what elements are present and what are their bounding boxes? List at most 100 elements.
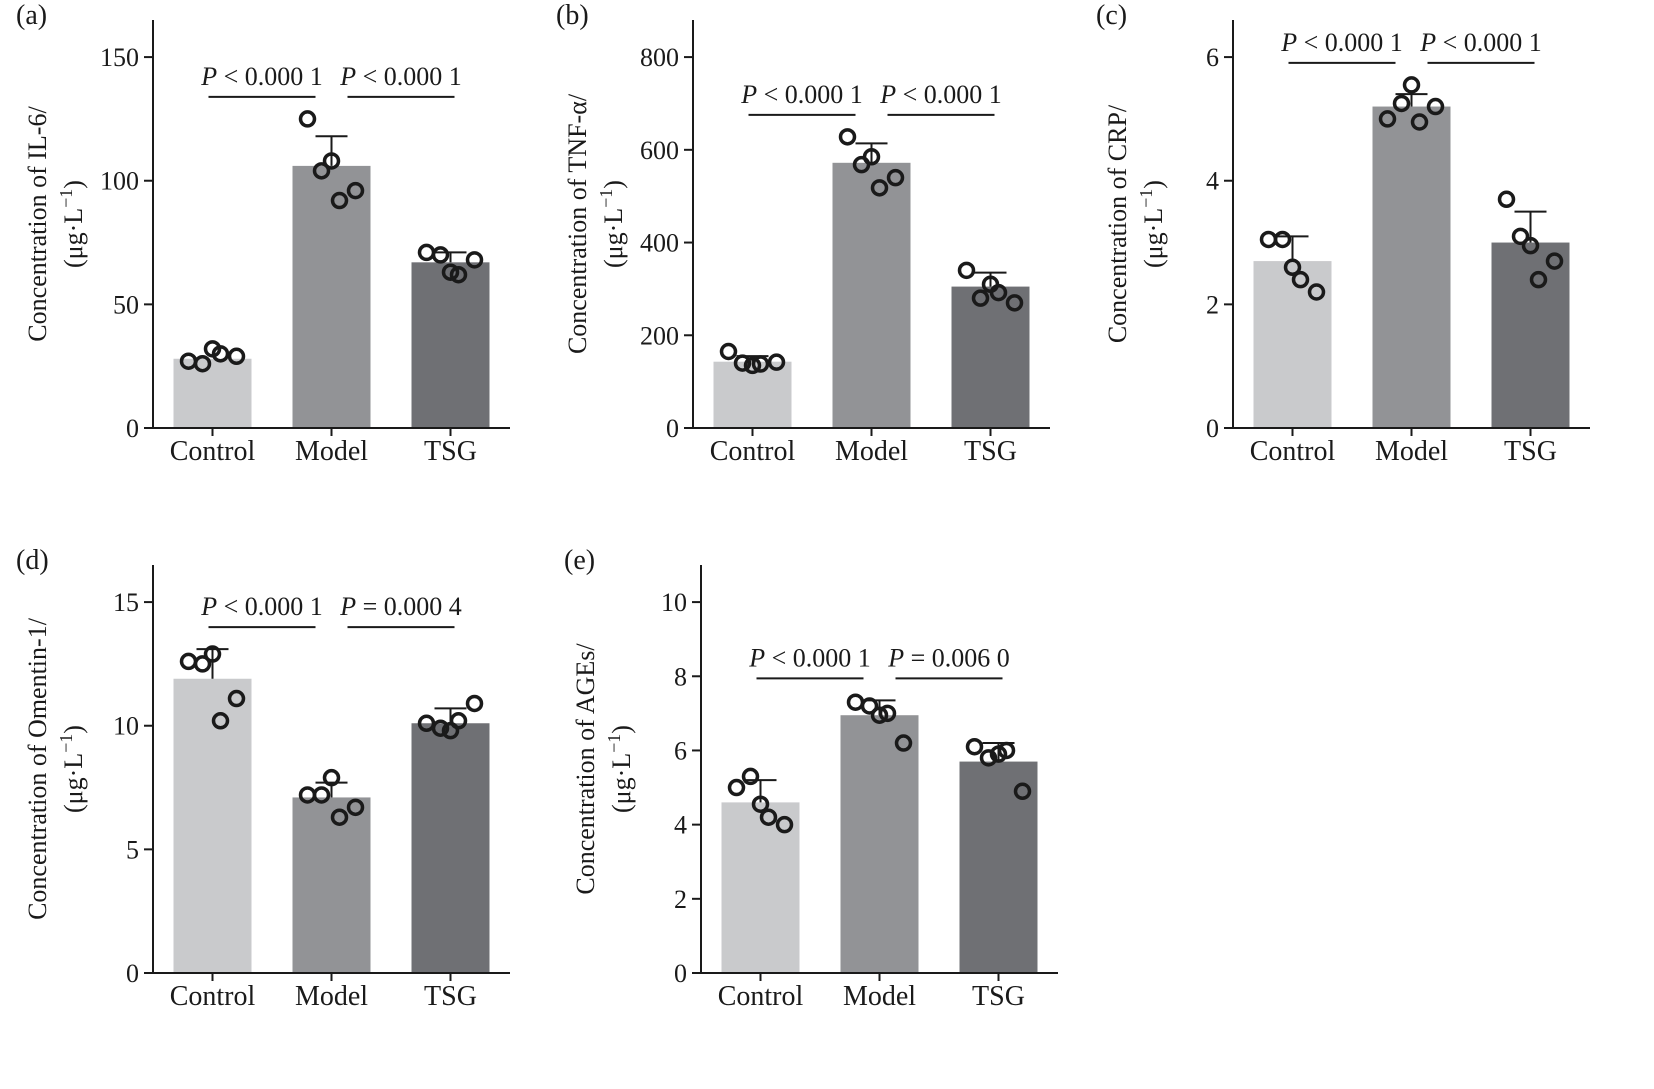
data-point <box>465 251 484 269</box>
bar-model <box>292 797 371 973</box>
data-point <box>751 355 770 373</box>
data-point <box>767 353 786 371</box>
y-tick-label: 50 <box>113 290 139 319</box>
y-axis-unit: (μg·L−1) <box>56 725 88 813</box>
data-point <box>312 786 331 804</box>
data-point <box>179 652 198 671</box>
data-point <box>860 697 879 715</box>
significance-label: P < 0.000 1 <box>339 62 462 91</box>
x-tick-label: Control <box>170 436 256 467</box>
significance-label: P < 0.000 1 <box>200 592 323 621</box>
data-point <box>971 289 990 307</box>
y-tick-label: 6 <box>674 736 687 765</box>
data-point <box>997 741 1016 760</box>
panel-label: (c) <box>1096 0 1128 31</box>
data-point <box>193 655 212 673</box>
panel-d: (d) Concentration of Omentin-1/(μg·L−1) 0… <box>0 545 530 1065</box>
significance-label: P < 0.000 1 <box>1419 28 1542 57</box>
y-tick-label: 4 <box>1206 167 1219 196</box>
data-point <box>852 155 871 174</box>
x-tick-label: TSG <box>424 981 477 1012</box>
data-point <box>322 152 341 170</box>
y-axis-unit: (μg·L−1) <box>604 725 636 813</box>
x-tick-label: Model <box>295 436 368 467</box>
data-point <box>1402 76 1421 94</box>
data-point <box>759 808 778 826</box>
x-tick-label: TSG <box>424 436 477 467</box>
data-point <box>1392 94 1411 113</box>
x-tick-label: Model <box>295 981 368 1012</box>
panel-label: (d) <box>16 545 49 576</box>
data-point <box>346 181 365 200</box>
significance-label: P = 0.000 4 <box>339 592 462 621</box>
panel-label: (e) <box>564 545 596 576</box>
y-axis-unit: (μg·L−1) <box>1136 180 1168 268</box>
data-point <box>894 734 913 752</box>
chart-il6: Concentration of IL-6/(μg·L−1) 0 50 100 150 C… <box>23 20 510 467</box>
data-point <box>1511 227 1530 246</box>
data-point <box>1410 113 1429 131</box>
significance-label: P < 0.000 1 <box>740 80 863 109</box>
data-point <box>719 342 738 361</box>
data-point <box>1013 782 1032 801</box>
data-point <box>751 795 770 813</box>
y-tick-label: 400 <box>640 229 679 258</box>
bar-model <box>1372 106 1451 428</box>
data-point <box>1259 230 1278 249</box>
data-point <box>989 283 1008 302</box>
data-point <box>431 246 450 264</box>
bar-model <box>840 715 919 973</box>
data-point <box>227 689 246 708</box>
chart-ages: Concentration of AGEs/(μg·L−1) 0 2 4 6 8 10 Con… <box>571 565 1058 1012</box>
data-point <box>870 179 889 197</box>
data-point <box>1283 258 1302 277</box>
data-point <box>878 704 897 723</box>
y-tick-label: 0 <box>1206 414 1219 443</box>
data-point <box>417 243 436 262</box>
y-tick-label: 10 <box>113 712 139 741</box>
bar-control <box>173 358 252 428</box>
bar-control <box>173 678 252 973</box>
data-point <box>449 265 468 284</box>
data-point <box>330 808 349 826</box>
bar-control <box>1253 261 1332 428</box>
x-tick-label: Control <box>1250 436 1336 467</box>
data-point <box>965 737 984 756</box>
bar-tsg <box>959 761 1038 973</box>
data-point <box>449 712 468 730</box>
data-point <box>1307 283 1326 301</box>
x-tick-label: TSG <box>972 981 1025 1012</box>
y-tick-label: 600 <box>640 136 679 165</box>
chart-omentin-1: Concentration of Omentin-1/(μg·L−1) 0 5 10 1… <box>23 565 510 1012</box>
significance-label: P < 0.000 1 <box>748 643 871 672</box>
data-point <box>979 749 998 767</box>
x-tick-label: TSG <box>964 436 1017 467</box>
data-point <box>743 356 762 375</box>
y-axis-label: Concentration of IL-6/ <box>23 106 52 342</box>
data-point <box>203 645 222 663</box>
data-point <box>1529 270 1548 289</box>
data-point <box>1378 110 1397 128</box>
y-tick-label: 8 <box>674 662 687 691</box>
data-point <box>1497 190 1516 209</box>
y-tick-label: 100 <box>100 167 139 196</box>
data-point <box>211 712 230 730</box>
y-tick-label: 150 <box>100 43 139 72</box>
x-tick-label: Control <box>718 981 804 1012</box>
data-point <box>1291 270 1310 289</box>
panel-a: (a) Concentration of IL-6/(μg·L−1) 0 50 100… <box>0 0 530 520</box>
data-point <box>346 798 365 817</box>
data-point <box>227 347 246 366</box>
bar-tsg <box>1491 242 1570 428</box>
x-tick-label: Control <box>170 981 256 1012</box>
x-tick-label: Model <box>843 981 916 1012</box>
y-tick-label: 0 <box>666 414 679 443</box>
data-point <box>1521 236 1540 255</box>
data-point <box>838 128 857 146</box>
data-point <box>775 815 794 834</box>
y-axis-label: Concentration of Omentin-1/ <box>23 617 52 920</box>
panel-c: (c) Concentration of CRP/(μg·L−1) 0 2 4 6 Con… <box>1080 0 1610 520</box>
bar-model <box>292 165 371 428</box>
data-point <box>330 191 349 210</box>
y-tick-label: 800 <box>640 43 679 72</box>
